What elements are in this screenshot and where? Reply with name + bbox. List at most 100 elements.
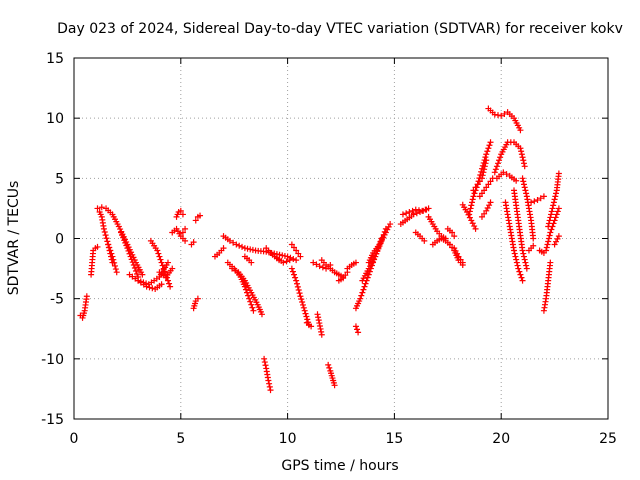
data-point-interp: [236, 242, 243, 249]
data-point-interp: [513, 256, 520, 263]
data-point-interp: [409, 207, 416, 214]
data-point-interp: [486, 202, 493, 209]
series-s55: [502, 199, 526, 284]
data-point: [487, 199, 494, 206]
data-point: [543, 247, 550, 254]
data-point: [130, 261, 137, 268]
data-point-interp: [291, 244, 298, 251]
series-s27: [303, 319, 315, 330]
data-point-interp: [522, 187, 529, 194]
data-point-interp: [289, 268, 296, 275]
data-point-interp: [295, 250, 302, 257]
data-point-interp: [315, 317, 322, 324]
data-point-interp: [244, 245, 251, 252]
data-point: [113, 269, 120, 276]
data-point-interp: [482, 154, 489, 161]
data-point: [158, 281, 165, 288]
series-s10: [156, 265, 176, 281]
data-point-interp: [159, 262, 166, 269]
data-point-interp: [248, 301, 255, 308]
data-point: [470, 193, 477, 200]
data-point-interp: [469, 196, 476, 203]
data-point-interp: [110, 256, 117, 263]
data-point: [468, 217, 475, 224]
y-tick-label: 0: [55, 232, 64, 248]
data-point-interp: [548, 226, 555, 233]
data-point-interp: [317, 325, 324, 332]
data-point: [517, 127, 524, 134]
data-point: [483, 157, 490, 164]
data-point-interp: [552, 214, 559, 221]
data-point-interp: [481, 210, 488, 217]
series-s61: [540, 259, 554, 314]
series-s13: [179, 225, 189, 236]
data-point: [425, 205, 432, 212]
data-point-interp: [266, 383, 273, 390]
data-point: [547, 229, 554, 236]
data-point-interp: [326, 364, 333, 371]
data-point-interp: [517, 271, 524, 278]
data-point: [406, 209, 413, 216]
data-point: [515, 265, 522, 272]
y-tick-label: 10: [46, 111, 64, 127]
data-point-interp: [158, 259, 165, 266]
data-point-interp: [249, 304, 256, 311]
data-point-interp: [129, 259, 136, 266]
series-s33: [335, 269, 351, 284]
data-point: [357, 295, 364, 302]
data-point-interp: [544, 241, 551, 248]
data-point: [109, 253, 116, 260]
data-point-interp: [550, 202, 557, 209]
data-point-interp: [112, 266, 119, 273]
series-s62: [543, 205, 562, 254]
series-s54: [493, 169, 520, 184]
data-point-interp: [403, 210, 410, 217]
data-point-interp: [294, 283, 301, 290]
data-point: [485, 181, 492, 188]
data-point-interp: [166, 280, 173, 287]
data-point-interp: [483, 184, 490, 191]
data-point: [412, 206, 419, 213]
data-point: [513, 177, 520, 184]
data-point: [555, 205, 562, 212]
data-point: [94, 243, 101, 250]
data-point: [100, 225, 107, 232]
data-point: [169, 265, 176, 272]
data-point-interp: [359, 289, 366, 296]
data-point: [293, 277, 300, 284]
data-point: [361, 283, 368, 290]
data-point-interp: [134, 270, 141, 277]
data-point: [194, 295, 201, 302]
data-point-interp: [164, 277, 171, 284]
data-point-interp: [106, 244, 113, 251]
data-point-interp: [466, 208, 473, 215]
data-point-interp: [551, 196, 558, 203]
data-point: [261, 355, 268, 362]
data-point-interp: [546, 232, 553, 239]
data-point-interp: [107, 247, 114, 254]
data-point-interp: [481, 163, 488, 170]
y-tick-label: -15: [41, 412, 64, 428]
data-point-interp: [457, 256, 464, 263]
data-point: [308, 323, 315, 330]
data-point-interp: [358, 292, 365, 299]
data-point-interp: [518, 148, 525, 155]
data-point: [286, 257, 293, 264]
data-point: [355, 329, 362, 336]
x-axis-label: GPS time / hours: [281, 458, 398, 474]
series-s18: [220, 233, 300, 264]
x-tick-label: 0: [70, 431, 79, 447]
series-s39: [397, 206, 430, 228]
series-s51: [478, 199, 494, 220]
data-point: [310, 259, 317, 266]
data-point: [167, 283, 174, 290]
data-point-interp: [262, 362, 269, 369]
data-point: [410, 211, 417, 218]
series-s05: [105, 241, 120, 276]
data-point: [478, 213, 485, 220]
data-point: [478, 175, 485, 182]
series-s24: [273, 254, 293, 266]
data-point: [331, 382, 338, 389]
data-point-interp: [492, 166, 499, 173]
